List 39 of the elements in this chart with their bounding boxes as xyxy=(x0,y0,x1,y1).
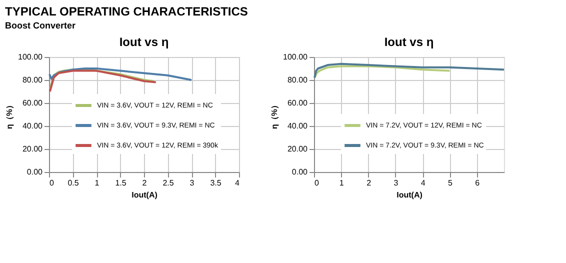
y-tick-label: 80.00 xyxy=(22,76,44,84)
chart-title: Iout vs η xyxy=(384,35,434,49)
y-axis-title: η（%） xyxy=(270,101,280,129)
y-tick-label: 80.00 xyxy=(287,76,308,84)
y-tick-label: 100.00 xyxy=(283,52,308,62)
x-tick-label: 1 xyxy=(94,178,100,188)
x-tick-label: 2 xyxy=(142,178,148,188)
x-tick-label: 2 xyxy=(366,178,372,188)
x-tick-label: 5 xyxy=(448,178,453,188)
y-tick-label: 40.00 xyxy=(22,122,44,130)
line-series xyxy=(48,68,192,81)
x-tick-label: 0 xyxy=(314,178,320,188)
y-tick-label: 20.00 xyxy=(287,144,308,154)
x-tick-label: 3 xyxy=(394,178,399,188)
text: Boost Converter xyxy=(5,20,76,30)
y-tick-label: 0.00 xyxy=(292,168,308,176)
line-series xyxy=(314,62,505,79)
x-axis-title: Iout(A) xyxy=(132,190,158,200)
x-tick-label: 1 xyxy=(339,178,344,188)
y-tick-label: 0.00 xyxy=(26,168,44,176)
x-tick-label: 6 xyxy=(475,178,480,188)
x-tick-label: 1.5 xyxy=(115,178,127,188)
x-tick-label: 0.5 xyxy=(68,178,80,188)
chart-title: Iout vs η xyxy=(119,35,169,49)
x-tick-label: 3 xyxy=(190,178,195,188)
x-tick-label: 3.5 xyxy=(210,178,222,188)
line-series xyxy=(314,65,451,79)
x-axis-title: Iout(A) xyxy=(396,190,423,200)
text: TYPICAL OPERATING CHARACTERISTICS xyxy=(5,4,248,18)
x-tick-label: 4 xyxy=(420,178,426,188)
y-axis-title: η（%） xyxy=(5,101,14,129)
x-tick-label: 2.5 xyxy=(162,178,174,188)
y-tick-label: 60.00 xyxy=(287,98,308,108)
y-tick-label: 40.00 xyxy=(287,122,308,130)
x-tick-label: 0 xyxy=(50,178,54,188)
y-tick-label: 20.00 xyxy=(22,144,44,154)
y-tick-label: 100.00 xyxy=(18,52,44,62)
y-tick-label: 60.00 xyxy=(22,98,44,108)
x-tick-label: 4 xyxy=(235,178,240,188)
